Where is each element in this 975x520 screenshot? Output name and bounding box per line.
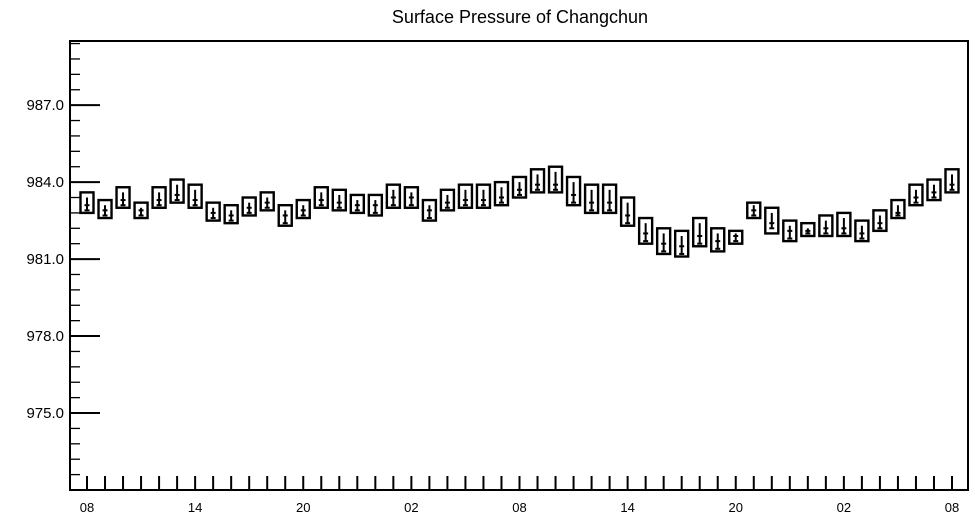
box-item [223, 204, 239, 225]
y-axis: 975.0 978.0 981.0 984.0 987.0 [26, 42, 100, 476]
box-item [511, 175, 528, 199]
box-item [692, 216, 708, 248]
box-item [890, 198, 906, 220]
box-item [746, 201, 762, 220]
box-item [313, 186, 329, 209]
y-tick-label: 981.0 [26, 251, 64, 268]
box-item [818, 214, 834, 238]
box-item [728, 229, 744, 245]
box-item [529, 168, 546, 194]
x-tick-label: 08 [80, 500, 94, 515]
box-item [926, 178, 942, 202]
x-tick-label: 02 [404, 500, 418, 515]
box-item [331, 188, 347, 212]
x-tick-label: 02 [837, 500, 851, 515]
box-item [457, 183, 474, 209]
x-tick-label: 20 [296, 500, 310, 515]
box-item [710, 227, 726, 253]
box-item [403, 186, 420, 209]
box-item [547, 165, 564, 194]
box-item [872, 209, 888, 233]
box-item [115, 186, 131, 209]
box-item [169, 178, 185, 204]
box-item [259, 191, 275, 212]
x-tick-label: 20 [729, 500, 743, 515]
x-tick-label: 08 [945, 500, 959, 515]
box-item [439, 188, 456, 212]
chart-title: Surface Pressure of Changchun [392, 7, 648, 27]
y-tick-label: 984.0 [26, 174, 64, 191]
plot-frame [69, 40, 969, 491]
box-item [601, 183, 618, 215]
box-item [97, 198, 113, 220]
box-item [187, 183, 203, 209]
x-tick-label: 08 [512, 500, 526, 515]
box-item [367, 193, 384, 217]
y-tick-label: 975.0 [26, 405, 64, 422]
box-item [565, 175, 582, 207]
box-item [151, 186, 167, 209]
box-series [79, 165, 960, 258]
box-item [637, 216, 654, 245]
box-item [583, 183, 600, 215]
box-item [800, 221, 816, 238]
y-tick-label: 978.0 [26, 328, 64, 345]
box-item [655, 227, 672, 256]
box-item [295, 198, 311, 220]
box-item [79, 191, 95, 215]
box-item [241, 196, 257, 217]
box-item [854, 219, 870, 243]
box-item [944, 168, 960, 194]
x-tick-label: 14 [188, 500, 202, 515]
box-item [908, 183, 924, 207]
box-item [764, 206, 780, 235]
box-item [421, 198, 438, 222]
box-item [349, 193, 366, 215]
box-item [385, 183, 402, 209]
box-item [836, 211, 852, 238]
box-item [782, 219, 798, 243]
box-item [493, 180, 510, 207]
box-item [475, 183, 492, 209]
box-item [133, 201, 149, 220]
x-axis: 08 14 20 02 08 14 20 02 08 [80, 476, 959, 515]
box-item [205, 201, 221, 222]
y-tick-label: 987.0 [26, 97, 64, 114]
x-tick-label: 14 [620, 500, 634, 515]
box-item [619, 196, 636, 227]
box-item [673, 229, 690, 258]
box-item [277, 204, 293, 227]
